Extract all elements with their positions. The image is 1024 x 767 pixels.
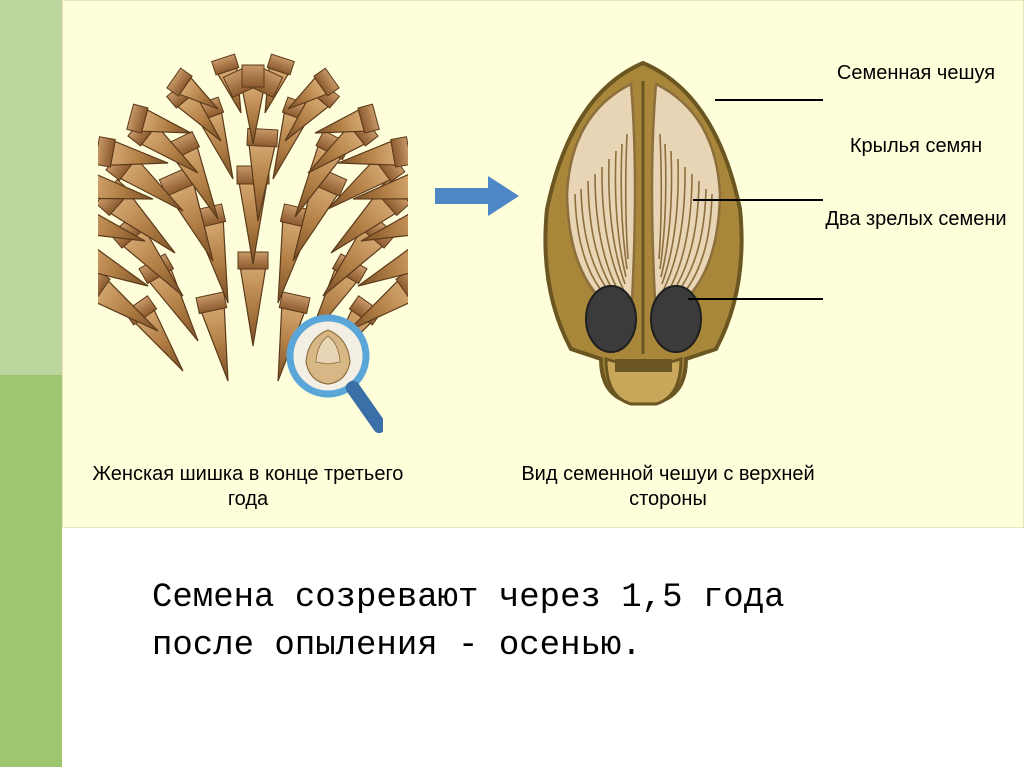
sidebar-accent-bottom: [0, 375, 62, 767]
footer-line1: Семена созревают через 1,5 года: [152, 575, 785, 623]
footer-line2: после опыления - осенью.: [152, 623, 785, 671]
caption-scale: Вид семенной чешуи с верхней стороны: [483, 462, 853, 512]
labels-column: Семенная чешуя Крылья семян Два зрелых с…: [821, 61, 1011, 280]
diagram-panel: Семенная чешуя Крылья семян Два зрелых с…: [62, 0, 1024, 528]
footer-text: Семена созревают через 1,5 года после оп…: [152, 575, 785, 670]
leader-line: [693, 199, 823, 201]
caption-cone: Женская шишка в конце третьего года: [63, 462, 433, 512]
leader-line: [688, 298, 823, 300]
arrow-icon: [433, 171, 523, 221]
leader-line: [715, 99, 823, 101]
slide-sidebar: [0, 0, 62, 767]
label-seed-scale: Семенная чешуя: [821, 61, 1011, 86]
magnifier-icon: [283, 311, 383, 451]
seed-scale-illustration: [518, 36, 768, 436]
label-seeds: Два зрелых семени: [821, 207, 1011, 232]
seed-scale-svg: [531, 59, 756, 414]
label-wings: Крылья семян: [821, 134, 1011, 159]
caption-row: Женская шишка в конце третьего года Вид …: [63, 462, 1023, 512]
main-content: Семенная чешуя Крылья семян Два зрелых с…: [62, 0, 1024, 767]
sidebar-accent-top: [0, 0, 62, 375]
